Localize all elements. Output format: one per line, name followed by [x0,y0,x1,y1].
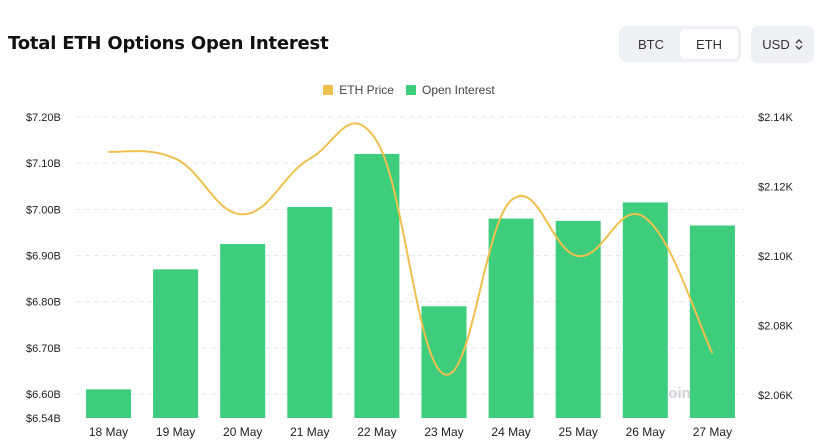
currency-label: USD [762,37,790,52]
bar-open-interest [287,207,333,418]
legend-label-open-interest: Open Interest [421,83,495,97]
bar-open-interest [86,389,131,418]
bar-open-interest [622,202,668,418]
x-tick-label: 21 May [290,425,329,439]
y-left-tick-label: $7.00B [26,204,61,216]
x-tick-label: 20 May [223,425,262,439]
y-right-tick-label: $2.14K [758,112,794,124]
y-left-tick-label: $6.90B [26,251,61,263]
x-tick-label: 25 May [559,425,598,439]
bar-open-interest [220,243,266,418]
updown-chevron-icon [795,39,803,50]
legend-item-eth-price[interactable]: ETH Price [323,83,394,97]
bar-open-interest [488,218,534,418]
x-tick-label: 19 May [156,425,195,439]
y-right-tick-label: $2.06K [758,390,794,402]
chart-legend: ETH Price Open Interest [0,83,818,97]
x-tick-label: 22 May [357,425,396,439]
legend-label-eth-price: ETH Price [339,83,394,97]
x-tick-label: 24 May [491,425,530,439]
y-left-tick-label: $7.10B [26,158,61,170]
y-left-tick-label: $6.80B [26,297,61,309]
y-left-tick-label: $6.54B [26,413,61,425]
x-tick-label: 27 May [693,425,732,439]
eth-tab[interactable]: ETH [680,29,738,59]
asset-toggle: BTC ETH [619,26,741,62]
y-right-tick-label: $2.12K [758,182,794,194]
btc-tab[interactable]: BTC [638,36,664,52]
legend-swatch-eth-price [323,85,334,95]
bar-open-interest [354,153,400,418]
bar-open-interest [555,220,601,418]
y-left-tick-label: $6.60B [26,389,61,401]
currency-select[interactable]: USD [751,26,814,63]
bar-open-interest [689,225,735,418]
bar-open-interest [153,269,199,418]
x-tick-label: 26 May [626,425,665,439]
line-eth-price [108,122,714,376]
chart-title: Total ETH Options Open Interest [8,33,329,54]
y-left-tick-label: $6.70B [26,343,61,355]
x-tick-label: 23 May [424,425,463,439]
x-tick-label: 18 May [89,425,128,439]
y-right-tick-label: $2.10K [758,251,794,263]
y-right-tick-label: $2.08K [758,321,794,333]
legend-swatch-open-interest [405,85,416,95]
y-left-tick-label: $7.20B [26,112,61,124]
legend-item-open-interest[interactable]: Open Interest [405,83,495,97]
